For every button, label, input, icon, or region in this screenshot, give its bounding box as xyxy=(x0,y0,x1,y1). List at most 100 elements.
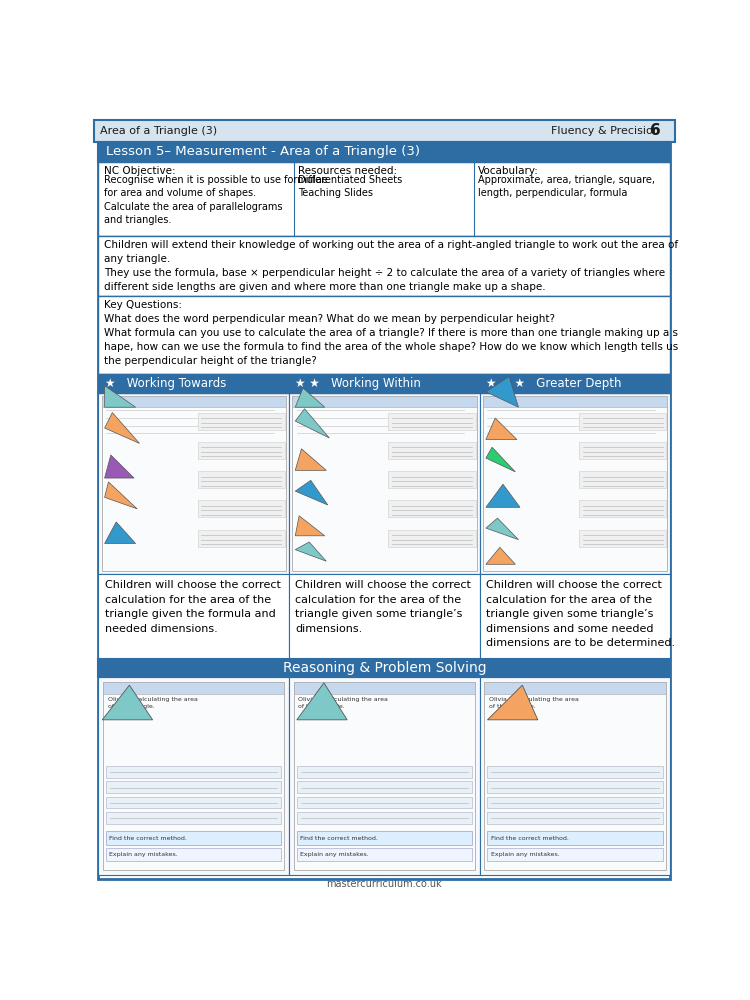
Bar xyxy=(297,797,472,808)
Bar xyxy=(484,682,666,870)
Polygon shape xyxy=(102,685,153,720)
Polygon shape xyxy=(296,516,325,536)
Bar xyxy=(292,396,476,571)
Bar xyxy=(98,374,289,393)
Polygon shape xyxy=(296,388,325,407)
Bar xyxy=(579,471,667,488)
Bar xyxy=(197,530,285,547)
Text: ★   Working Towards: ★ Working Towards xyxy=(104,377,226,390)
Bar xyxy=(98,574,289,659)
Bar xyxy=(106,766,281,778)
Text: Vocabulary:: Vocabulary: xyxy=(478,166,539,176)
Text: Resources needed:: Resources needed: xyxy=(298,166,398,176)
Polygon shape xyxy=(486,376,518,407)
Text: Children will choose the correct
calculation for the area of the
triangle given : Children will choose the correct calcula… xyxy=(296,580,471,634)
Bar xyxy=(101,396,286,571)
Bar xyxy=(98,659,670,677)
Bar xyxy=(106,812,281,824)
Polygon shape xyxy=(296,480,328,505)
Bar xyxy=(483,396,668,571)
Bar xyxy=(483,396,668,407)
Text: Lesson 5– Measurement - Area of a Triangle (3): Lesson 5– Measurement - Area of a Triang… xyxy=(106,145,420,158)
Bar xyxy=(388,442,476,459)
Bar xyxy=(388,413,476,430)
Text: ★ ★   Working Within: ★ ★ Working Within xyxy=(296,377,422,390)
Bar xyxy=(197,442,285,459)
Bar xyxy=(297,812,472,824)
Polygon shape xyxy=(486,447,515,472)
Bar xyxy=(294,682,475,694)
Text: Explain any mistakes.: Explain any mistakes. xyxy=(110,852,178,857)
Bar xyxy=(106,848,281,861)
Text: Find the correct method.: Find the correct method. xyxy=(300,836,378,841)
Polygon shape xyxy=(486,547,515,564)
Text: Olivia is calculating the area
of the triangle.: Olivia is calculating the area of the tr… xyxy=(298,698,388,709)
Bar xyxy=(488,781,662,793)
Bar xyxy=(488,766,662,778)
Bar xyxy=(94,120,675,142)
Text: Children will choose the correct
calculation for the area of the
triangle given : Children will choose the correct calcula… xyxy=(104,580,280,634)
Text: Children will choose the correct
calculation for the area of the
triangle given : Children will choose the correct calcula… xyxy=(486,580,675,648)
Bar xyxy=(289,677,480,875)
Polygon shape xyxy=(104,455,134,478)
Polygon shape xyxy=(297,683,347,720)
Bar xyxy=(103,682,284,870)
Text: NC Objective:: NC Objective: xyxy=(104,166,176,176)
Bar xyxy=(480,574,670,659)
Bar xyxy=(488,812,662,824)
Bar xyxy=(484,682,666,694)
Text: Area of a Triangle (3): Area of a Triangle (3) xyxy=(100,126,217,136)
Text: Fluency & Precision: Fluency & Precision xyxy=(551,126,660,136)
Bar xyxy=(480,374,670,393)
Bar xyxy=(98,296,670,374)
Bar xyxy=(297,766,472,778)
Bar xyxy=(103,682,284,694)
Text: mastercurriculum.co.uk: mastercurriculum.co.uk xyxy=(326,879,442,889)
Polygon shape xyxy=(488,685,538,720)
Bar xyxy=(579,530,667,547)
Bar xyxy=(98,235,670,296)
Bar xyxy=(101,396,286,407)
Polygon shape xyxy=(486,484,520,507)
Polygon shape xyxy=(104,386,136,407)
Bar xyxy=(106,781,281,793)
Bar xyxy=(388,471,476,488)
Bar xyxy=(297,831,472,845)
Polygon shape xyxy=(296,449,326,470)
Bar xyxy=(579,442,667,459)
Polygon shape xyxy=(104,482,137,509)
Bar xyxy=(197,471,285,488)
Text: Key Questions:
What does the word perpendicular mean? What do we mean by perpend: Key Questions: What does the word perpen… xyxy=(104,300,678,366)
Bar xyxy=(197,500,285,517)
Bar xyxy=(297,848,472,861)
Bar xyxy=(289,374,480,393)
Bar xyxy=(488,797,662,808)
Bar xyxy=(98,677,289,875)
Text: Olivia is calculating the area
of the triangle.: Olivia is calculating the area of the tr… xyxy=(489,698,579,709)
Text: 6: 6 xyxy=(650,123,661,138)
Bar xyxy=(488,848,662,861)
Bar xyxy=(292,396,476,407)
Bar xyxy=(579,413,667,430)
Bar xyxy=(388,500,476,517)
Polygon shape xyxy=(296,409,329,438)
Bar xyxy=(106,797,281,808)
Bar xyxy=(480,677,670,875)
Text: Differentiated Sheets
Teaching Slides: Differentiated Sheets Teaching Slides xyxy=(298,175,403,198)
Bar xyxy=(197,413,285,430)
Polygon shape xyxy=(486,518,518,540)
Text: Explain any mistakes.: Explain any mistakes. xyxy=(300,852,369,857)
Polygon shape xyxy=(486,418,517,440)
Text: Olivia is calculating the area
of the triangle.: Olivia is calculating the area of the tr… xyxy=(108,698,197,709)
Polygon shape xyxy=(104,413,140,443)
Bar xyxy=(294,682,475,870)
Polygon shape xyxy=(296,542,326,561)
Bar xyxy=(388,530,476,547)
Polygon shape xyxy=(104,522,136,544)
Bar xyxy=(289,393,480,574)
Text: Find the correct method.: Find the correct method. xyxy=(110,836,188,841)
Text: Explain any mistakes.: Explain any mistakes. xyxy=(490,852,560,857)
Bar xyxy=(98,393,289,574)
Text: Find the correct method.: Find the correct method. xyxy=(490,836,568,841)
Text: Approximate, area, triangle, square,
length, perpendicular, formula: Approximate, area, triangle, square, len… xyxy=(478,175,656,198)
